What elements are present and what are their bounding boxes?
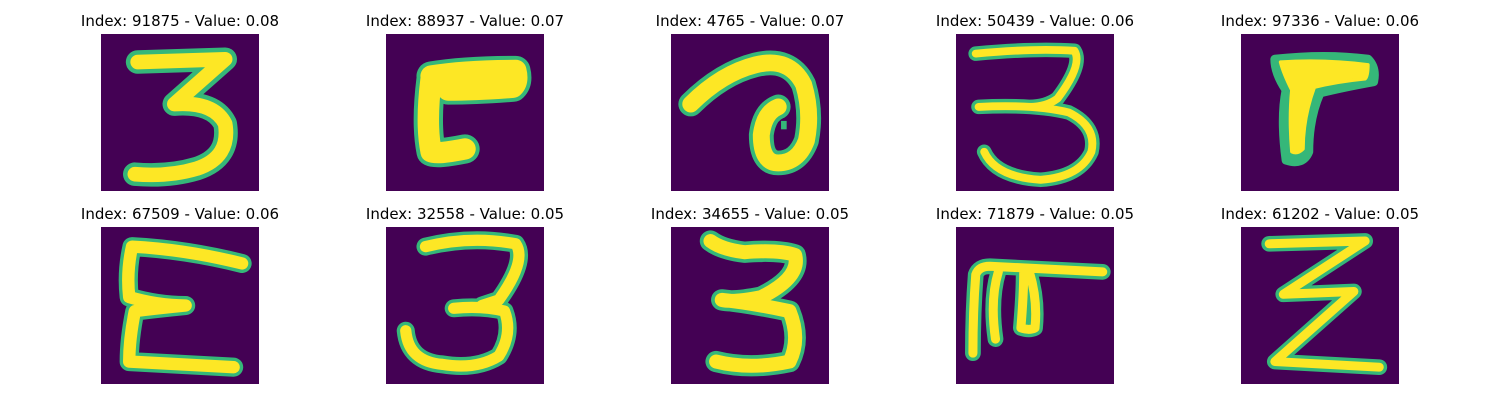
panel-5: Index: 97336 - Value: 0.06 bbox=[1170, 12, 1470, 202]
digit-glyph bbox=[1270, 51, 1379, 167]
digit-glyph bbox=[1261, 233, 1388, 376]
panel-9: Index: 71879 - Value: 0.05 bbox=[885, 205, 1185, 395]
digit-glyph bbox=[123, 47, 238, 187]
digit-image bbox=[671, 227, 829, 384]
digit-image bbox=[1241, 34, 1399, 191]
digit-glyph bbox=[413, 55, 532, 168]
digit-glyph bbox=[968, 42, 1100, 188]
digit-glyph bbox=[396, 231, 528, 375]
digit-image bbox=[101, 34, 259, 191]
digit-glyph bbox=[678, 50, 822, 176]
digit-image bbox=[671, 34, 829, 191]
panel-title: Index: 50439 - Value: 0.06 bbox=[935, 12, 1135, 30]
digit-image bbox=[956, 34, 1114, 191]
panel-8: Index: 34655 - Value: 0.05 bbox=[600, 205, 900, 395]
panel-3: Index: 4765 - Value: 0.07 bbox=[600, 12, 900, 202]
panel-title: Index: 97336 - Value: 0.06 bbox=[1220, 12, 1420, 30]
panel-4: Index: 50439 - Value: 0.06 bbox=[885, 12, 1185, 202]
digit-glyph bbox=[699, 230, 807, 377]
panel-title: Index: 34655 - Value: 0.05 bbox=[650, 205, 850, 223]
panel-title: Index: 32558 - Value: 0.05 bbox=[365, 205, 565, 223]
digit-image bbox=[386, 34, 544, 191]
digit-image bbox=[956, 227, 1114, 384]
panel-10: Index: 61202 - Value: 0.05 bbox=[1170, 205, 1470, 395]
digit-image bbox=[386, 227, 544, 384]
panel-title: Index: 67509 - Value: 0.06 bbox=[80, 205, 280, 223]
panel-7: Index: 32558 - Value: 0.05 bbox=[315, 205, 615, 395]
digit-glyph bbox=[118, 237, 252, 377]
panel-1: Index: 91875 - Value: 0.08 bbox=[30, 12, 330, 202]
panel-title: Index: 4765 - Value: 0.07 bbox=[655, 12, 845, 30]
digit-image bbox=[101, 227, 259, 384]
digit-image bbox=[1241, 227, 1399, 384]
panel-title: Index: 91875 - Value: 0.08 bbox=[80, 12, 280, 30]
panel-title: Index: 61202 - Value: 0.05 bbox=[1220, 205, 1420, 223]
panel-title: Index: 71879 - Value: 0.05 bbox=[935, 205, 1135, 223]
panel-2: Index: 88937 - Value: 0.07 bbox=[315, 12, 615, 202]
panel-6: Index: 67509 - Value: 0.06 bbox=[30, 205, 330, 395]
digit-glyph bbox=[965, 258, 1111, 362]
panel-title: Index: 88937 - Value: 0.07 bbox=[365, 12, 565, 30]
